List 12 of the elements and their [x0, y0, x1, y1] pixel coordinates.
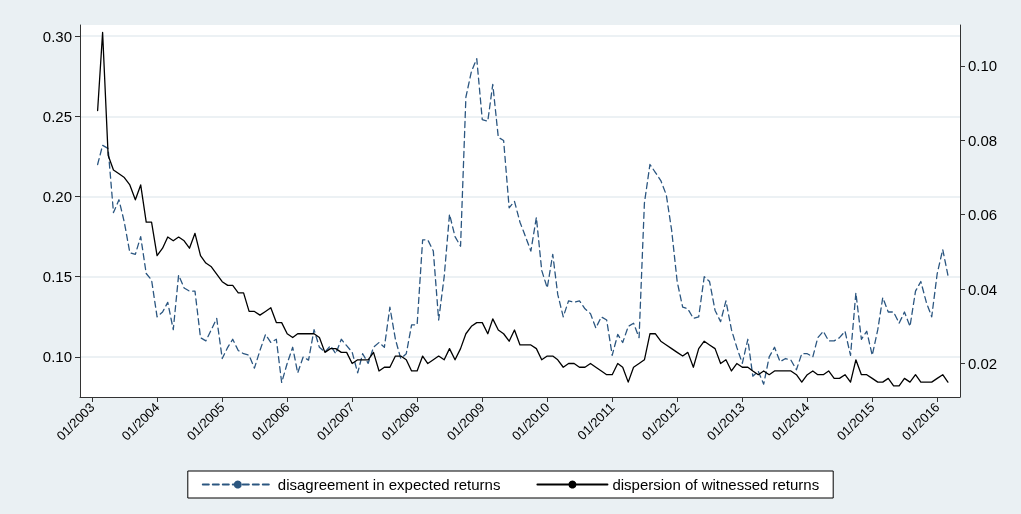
y-tick-label: 0.30	[42, 27, 72, 45]
y2-tick-label: 0.02	[968, 355, 998, 373]
legend-label: dispersion of witnessed returns	[612, 476, 820, 493]
y-tick-label: 0.20	[42, 188, 72, 206]
y-tick-label: 0.15	[42, 268, 72, 286]
legend-label: disagreement in expected returns	[277, 476, 501, 493]
y2-tick-label: 0.06	[968, 206, 998, 224]
y-tick-label: 0.10	[42, 348, 72, 366]
y-tick-label: 0.25	[42, 107, 72, 125]
y2-tick-label: 0.10	[968, 57, 998, 75]
y2-tick-label: 0.08	[968, 131, 998, 149]
y2-tick-label: 0.04	[968, 280, 998, 298]
